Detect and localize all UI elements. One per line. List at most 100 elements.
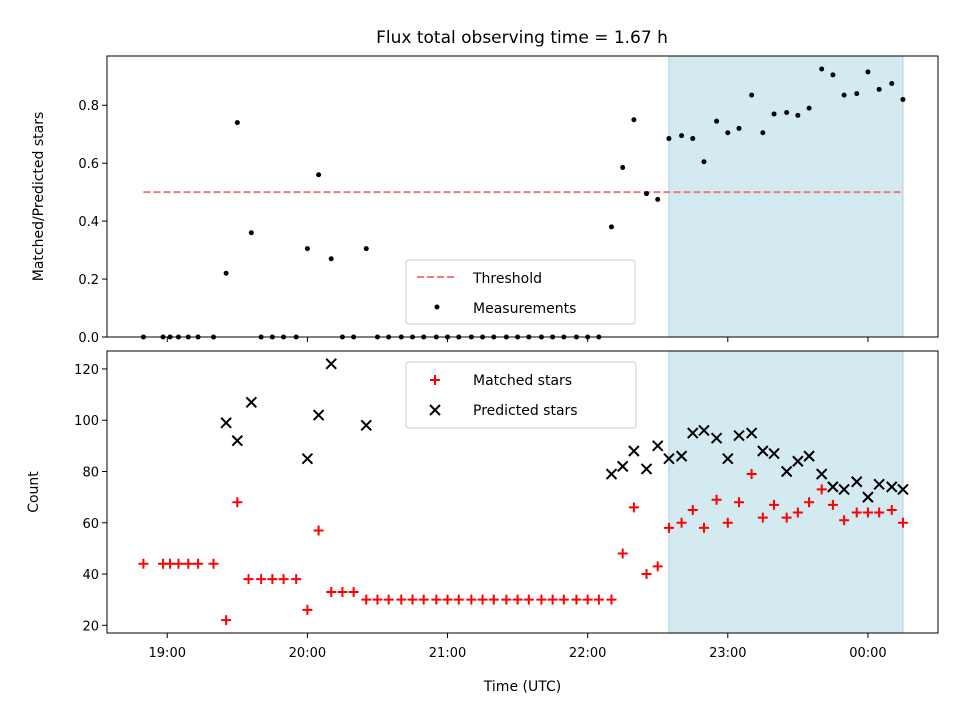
y-tick-label: 80 — [82, 465, 99, 480]
matched-star-point — [874, 507, 885, 518]
predicted-star-point — [757, 445, 769, 457]
top-plot-frame — [106, 55, 939, 338]
matched-star-point — [512, 594, 523, 605]
top-legend: Threshold Measurements — [405, 259, 636, 325]
legend-threshold-label: Threshold — [472, 271, 542, 287]
predicted-star-point — [360, 419, 372, 432]
measurement-point — [819, 66, 825, 72]
matched-star-point — [687, 504, 698, 515]
predicted-star-point — [245, 396, 258, 408]
measurement-point — [304, 246, 310, 252]
matched-star-point — [453, 594, 464, 605]
bottom-legend: Matched stars Predicted stars — [405, 361, 637, 429]
x-tick-label: 00:00 — [849, 646, 886, 661]
y-tick-label: 40 — [82, 568, 99, 583]
matched-star-point — [792, 507, 803, 518]
matched-star-point — [617, 548, 628, 559]
legend-box — [405, 259, 636, 325]
matched-star-point — [851, 507, 862, 518]
top-y-axis-label: Matched/Predicted stars — [31, 112, 47, 282]
matched-star-point — [165, 558, 176, 569]
top-shaded-span — [668, 55, 904, 338]
y-tick-label: 0.8 — [78, 99, 99, 114]
predicted-star-point — [851, 476, 863, 488]
predicted-star-point — [815, 468, 828, 480]
predicted-star-point — [312, 409, 325, 421]
matched-star-point — [582, 594, 593, 605]
measurement-point — [841, 92, 847, 98]
x-axis-label: Time (UTC) — [483, 679, 561, 695]
x-tick-label: 23:00 — [709, 646, 746, 661]
matched-star-point — [641, 569, 652, 580]
matched-star-point — [383, 594, 394, 605]
legend-predicted-label: Predicted stars — [473, 403, 578, 419]
measurement-point — [889, 81, 895, 87]
predicted-star-point — [745, 427, 758, 439]
matched-star-point — [781, 512, 792, 523]
measurement-point — [900, 96, 906, 102]
predicted-star-point — [652, 440, 664, 452]
measurement-point — [328, 256, 334, 262]
matched-star-point — [711, 494, 722, 505]
matched-star-point — [862, 507, 873, 518]
measurement-point — [854, 91, 860, 97]
predicted-star-point — [628, 445, 640, 457]
matched-stars-series — [138, 469, 908, 626]
predicted-star-point — [733, 429, 745, 442]
matched-star-point — [722, 517, 733, 528]
matched-star-point — [827, 499, 838, 510]
measurement-point — [771, 111, 777, 117]
measurement-point — [316, 172, 322, 178]
matched-star-point — [243, 574, 254, 585]
matched-star-point — [372, 594, 383, 605]
matched-star-point — [396, 594, 407, 605]
top-y-ticks: 0.0 0.2 0.4 0.6 0.8 — [78, 99, 107, 346]
x-tick-label: 20:00 — [289, 646, 326, 661]
measurement-point — [806, 105, 812, 111]
y-tick-label: 20 — [82, 619, 99, 634]
y-tick-label: 60 — [82, 517, 99, 532]
top-x-ticks — [166, 337, 869, 342]
matched-star-point — [501, 594, 512, 605]
matched-star-point — [348, 586, 359, 597]
predicted-star-point — [780, 465, 793, 478]
matched-star-point — [326, 586, 337, 597]
predicted-star-point — [220, 417, 232, 429]
measurement-point — [830, 72, 836, 78]
y-tick-label: 0.6 — [78, 157, 99, 172]
measurement-point — [679, 133, 685, 139]
matched-star-point — [523, 594, 534, 605]
matched-star-point — [698, 522, 709, 533]
measurement-point — [223, 270, 229, 276]
matched-star-point — [337, 586, 348, 597]
legend-matched-swatch — [430, 375, 440, 385]
measurement-point — [784, 109, 790, 115]
matched-star-point — [547, 594, 558, 605]
matched-star-point — [606, 594, 617, 605]
measurement-point — [666, 136, 672, 142]
measurement-point — [795, 112, 801, 118]
measurement-point — [865, 69, 871, 75]
x-tick-label: 21:00 — [429, 646, 466, 661]
measurement-point — [631, 117, 637, 123]
matched-star-point — [361, 594, 372, 605]
matched-star-point — [208, 558, 219, 569]
predicted-star-point — [687, 427, 699, 439]
predicted-star-point — [827, 481, 839, 493]
predicted-star-point — [897, 483, 909, 496]
matched-star-point — [536, 594, 547, 605]
matched-star-point — [431, 594, 442, 605]
matched-star-point — [734, 497, 745, 508]
matched-star-point — [663, 522, 674, 533]
x-tick-label: 22:00 — [569, 646, 606, 661]
matched-star-point — [267, 574, 278, 585]
matched-star-point — [477, 594, 488, 605]
predicted-star-point — [301, 452, 314, 465]
top-panel: 0.00.20.40.60.8 Matched/Predicted stars … — [31, 55, 939, 346]
predicted-star-point — [325, 358, 337, 370]
legend-box — [405, 361, 637, 429]
predicted-star-point — [838, 483, 850, 496]
y-tick-label: 0.2 — [78, 273, 99, 288]
matched-star-point — [302, 604, 313, 615]
